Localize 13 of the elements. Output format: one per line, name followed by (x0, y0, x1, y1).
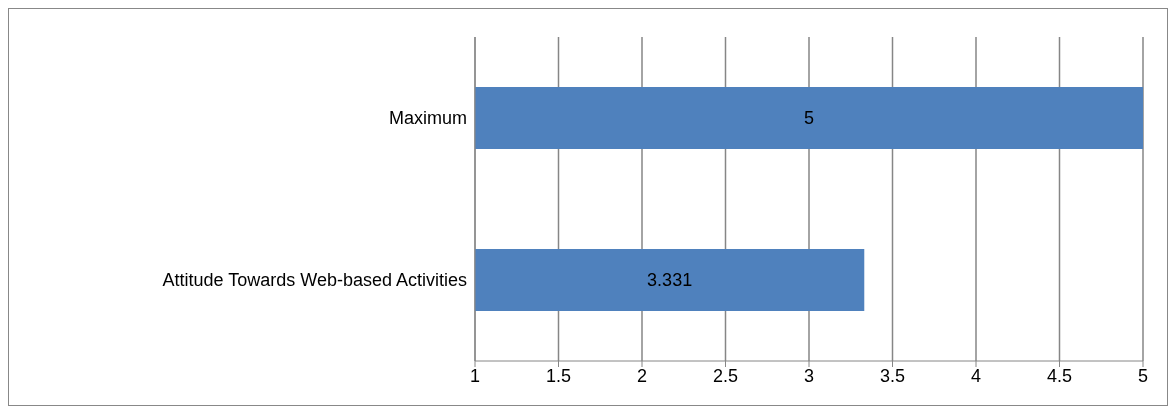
x-tick-label: 2.5 (712, 365, 739, 386)
y-tick-label: Maximum (388, 108, 467, 129)
x-tick-label: 1 (469, 365, 481, 386)
x-tick-label: 3 (803, 365, 815, 386)
data-label: 3.331 (647, 270, 693, 291)
x-tick-label: 1.5 (545, 365, 572, 386)
x-tick-label: 4.5 (1046, 365, 1073, 386)
x-tick-label: 4 (970, 365, 982, 386)
data-label: 5 (803, 108, 815, 129)
y-tick-label: Attitude Towards Web-based Activities (162, 270, 467, 291)
x-tick-label: 2 (636, 365, 648, 386)
x-tick-label: 3.5 (879, 365, 906, 386)
x-tick-label: 5 (1137, 365, 1149, 386)
